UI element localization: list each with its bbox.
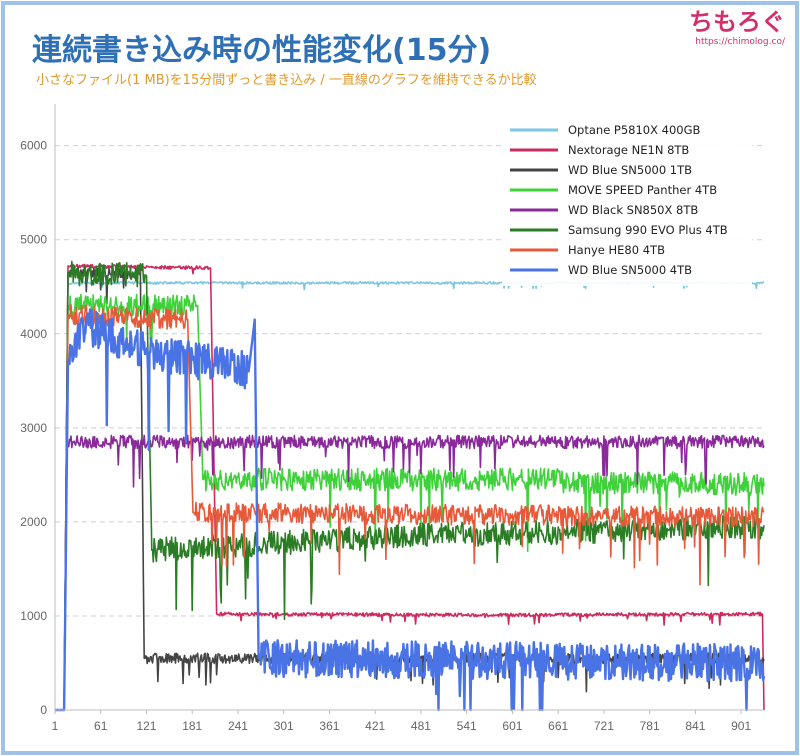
site-url: https://chimolog.co/ [695,37,786,47]
axes: 0 1000 2000 3000 4000 5000 6000 1 61 121 181 241 301… [20,104,764,733]
x-tick-label: 181 [182,719,202,733]
series-line-6 [55,260,765,711]
x-tick-label: 301 [274,719,294,733]
x-tick-label: 61 [94,719,108,733]
y-tick-label: 5000 [20,233,47,247]
x-tick-label: 481 [411,719,431,733]
chart-title: 連続書き込み時の性能変化(15分) [32,33,491,68]
legend-label: Hanye HE80 4TB [568,243,665,257]
y-tick-label: 1000 [20,609,47,623]
legend: Optane P5810X 400GB Nextorage NE1N 8TB WD … [502,116,752,286]
site-logo: ちもろぐ [689,8,785,36]
y-tick-label: 6000 [20,139,47,153]
series-line-7 [55,304,765,711]
x-tick-label: 661 [548,719,568,733]
x-tick-label: 421 [365,719,385,733]
series-line-3 [55,267,765,711]
legend-label: MOVE SPEED Panther 4TB [568,183,717,197]
series-line-8 [54,308,766,712]
x-tick-label: 601 [502,719,522,733]
x-tick-label: 541 [457,719,477,733]
x-tick-label: 781 [640,719,660,733]
y-tick-label: 3000 [20,421,47,435]
x-tick-label: 241 [228,719,248,733]
x-tick-label: 841 [685,719,705,733]
y-tick-label: 2000 [20,515,47,529]
series-line-2 [55,263,765,711]
x-tick-label: 1 [52,719,59,733]
chart-subtitle: 小さなファイル(1 MB)を15分間ずっと書き込み / 一直線のグラフを維持でき… [36,72,537,88]
legend-label: WD Blue SN5000 1TB [568,163,692,177]
legend-label: WD Black SN850X 8TB [568,203,698,217]
y-tick-label: 0 [40,703,47,717]
x-tick-label: 121 [136,719,156,733]
legend-label: Optane P5810X 400GB [568,123,701,137]
y-tick-label: 4000 [20,327,47,341]
legend-panel [502,116,752,286]
legend-label: Nextorage NE1N 8TB [568,143,689,157]
x-tick-label: 361 [319,719,339,733]
legend-label: WD Blue SN5000 4TB [568,263,692,277]
legend-label: Samsung 990 EVO Plus 4TB [568,223,728,237]
x-tick-label: 721 [594,719,614,733]
series-line-5 [55,434,765,711]
x-tick-label: 901 [731,719,751,733]
